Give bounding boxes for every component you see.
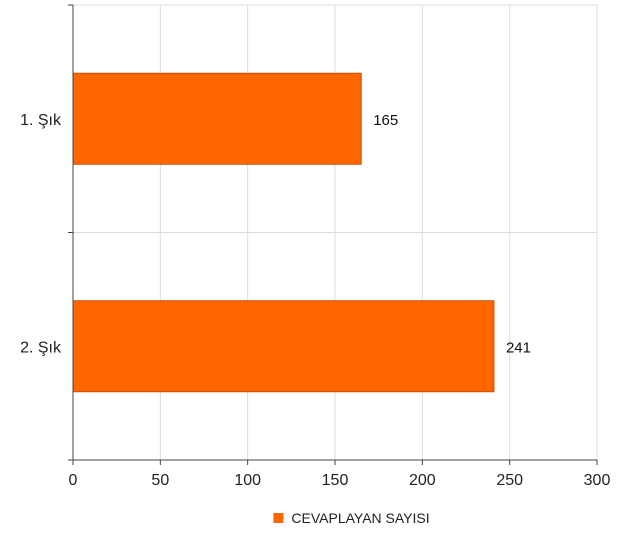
x-tick-label: 200: [409, 472, 436, 489]
label-layer: 0 50 100 150 200 250 300 1. Şık 165 2. Şık 241: [20, 112, 610, 489]
axis-layer: [68, 4, 598, 465]
x-tick-label: 50: [151, 472, 169, 489]
bar: [72, 72, 362, 165]
x-tick-label: 150: [322, 472, 349, 489]
x-tick-label: 300: [584, 472, 611, 489]
x-tick-label: 0: [69, 472, 78, 489]
legend-swatch: [273, 513, 284, 523]
bar-value-label: 241: [506, 339, 531, 356]
legend-label: CEVAPLAYAN SAYISI: [291, 510, 429, 526]
category-label: 2. Şık: [20, 339, 62, 356]
x-tick-label: 250: [496, 472, 523, 489]
bar-value-label: 165: [373, 112, 398, 129]
legend: CEVAPLAYAN SAYISI: [273, 510, 430, 526]
bar: [72, 300, 495, 393]
category-label: 1. Şık: [20, 112, 62, 129]
x-tick-label: 100: [234, 472, 261, 489]
bar-layer: [72, 72, 495, 393]
